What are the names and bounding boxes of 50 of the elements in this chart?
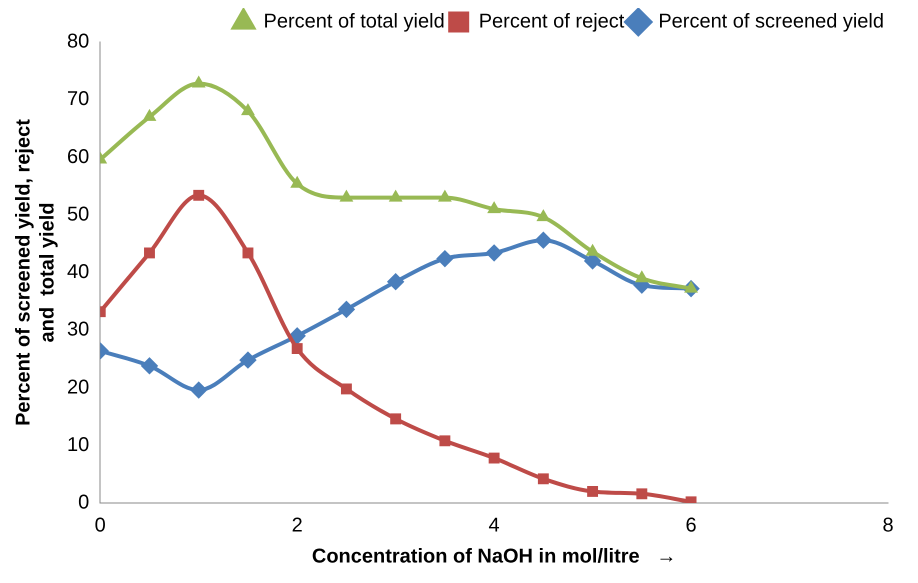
point xyxy=(387,273,404,290)
y-tick-label: 50 xyxy=(66,203,90,226)
point xyxy=(536,210,550,222)
point xyxy=(239,352,256,369)
point xyxy=(587,486,598,497)
y-tick-label: 20 xyxy=(66,376,90,398)
point xyxy=(338,300,355,318)
point xyxy=(292,343,303,354)
x-axis-title: Concentration of NaOH in mol/litre → xyxy=(312,546,676,568)
x-tick-label: 6 xyxy=(686,514,697,537)
y-tick-label: 60 xyxy=(66,146,90,168)
point xyxy=(290,176,304,188)
point xyxy=(192,76,206,88)
point xyxy=(438,190,452,202)
point xyxy=(586,244,600,256)
legend-label: Percent of screened yield xyxy=(658,10,884,33)
point xyxy=(241,104,255,116)
point xyxy=(636,488,648,500)
y-axis-title: Percent of screened yield, reject and total yield xyxy=(12,118,59,426)
legend-label: Percent of total yield xyxy=(263,10,445,33)
point xyxy=(144,247,155,258)
point xyxy=(486,244,503,262)
point xyxy=(488,202,501,214)
y-tick-label: 80 xyxy=(66,30,90,53)
point xyxy=(488,452,500,464)
point xyxy=(436,250,454,268)
y-tick-label: 70 xyxy=(66,88,90,110)
point xyxy=(142,109,156,121)
y-tick-label: 40 xyxy=(66,261,90,284)
point xyxy=(439,435,450,446)
point xyxy=(140,357,158,374)
point xyxy=(390,413,402,424)
point xyxy=(538,473,549,484)
point xyxy=(340,190,353,202)
point xyxy=(242,247,254,258)
point xyxy=(288,327,306,344)
y-tick-label: 10 xyxy=(66,434,90,456)
y-tick-label: 0 xyxy=(78,492,90,514)
y-tick-label: 30 xyxy=(66,318,90,341)
x-tick-label: 4 xyxy=(488,514,500,537)
legend-label: Percent of reject xyxy=(478,10,625,33)
x-tick-label: 0 xyxy=(94,514,106,537)
point xyxy=(340,383,352,394)
x-tick-label: 2 xyxy=(292,514,303,537)
x-tick-label: 8 xyxy=(882,514,894,537)
point xyxy=(389,190,402,202)
point xyxy=(190,382,208,399)
point xyxy=(534,232,552,249)
point xyxy=(193,190,204,201)
point xyxy=(635,270,648,282)
